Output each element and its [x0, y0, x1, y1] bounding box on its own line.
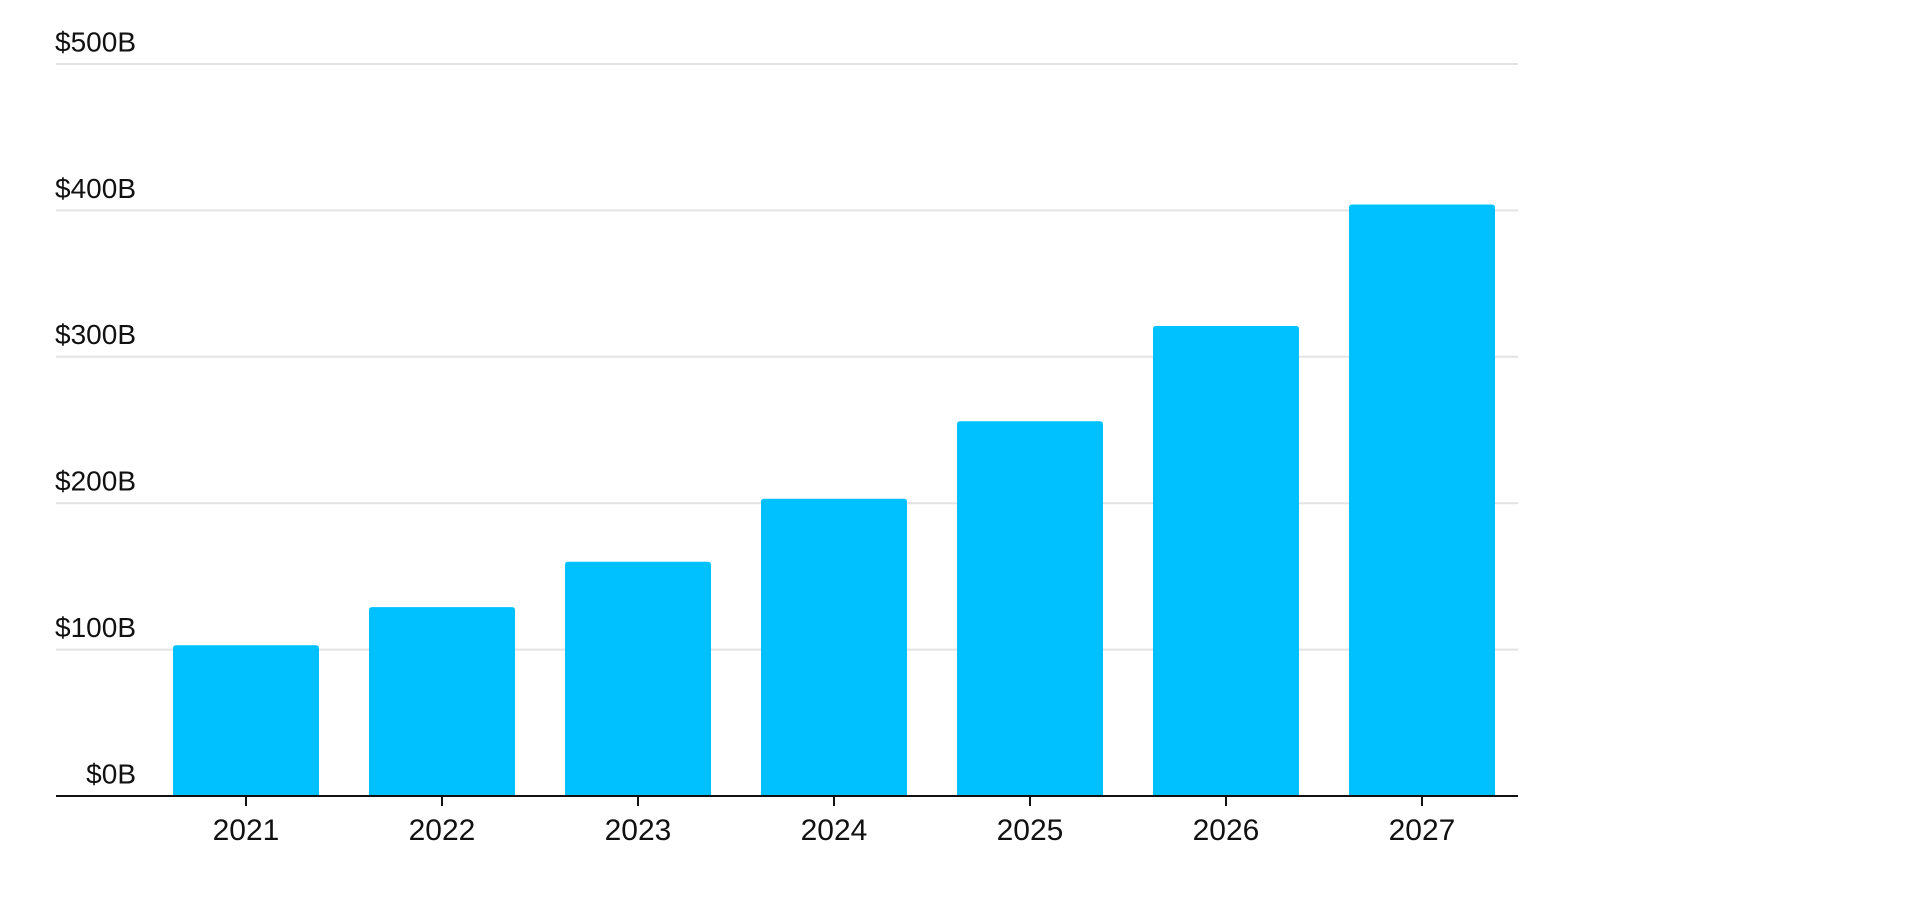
x-tick-label: 2024 [801, 814, 868, 847]
x-axis-labels: 2021 2022 2023 2024 2025 2026 2027 [213, 814, 1456, 847]
y-tick-label: $300B [55, 319, 136, 350]
y-axis-labels: $0B $100B $200B $300B $400B $500B [55, 26, 136, 789]
x-tick-label: 2027 [1389, 814, 1456, 847]
bar-2023 [565, 561, 711, 796]
x-tick-label: 2026 [1193, 814, 1260, 847]
x-axis [56, 795, 1518, 806]
y-tick-label: $500B [55, 26, 136, 57]
x-tick-label: 2023 [605, 814, 672, 847]
bar-2024 [761, 498, 907, 796]
bar-2025 [957, 421, 1103, 796]
y-tick-label: $200B [55, 466, 136, 497]
y-tick-label: $400B [55, 173, 136, 204]
bar-2026 [1153, 326, 1299, 796]
bar-2021 [173, 645, 319, 796]
bars [173, 204, 1495, 796]
bar-2027 [1349, 204, 1495, 796]
bar-2022 [369, 607, 515, 796]
x-tick-label: 2021 [213, 814, 280, 847]
x-tick-label: 2022 [409, 814, 476, 847]
y-tick-label: $100B [55, 612, 136, 643]
y-tick-label: $0B [86, 758, 136, 789]
x-tick-label: 2025 [997, 814, 1064, 847]
